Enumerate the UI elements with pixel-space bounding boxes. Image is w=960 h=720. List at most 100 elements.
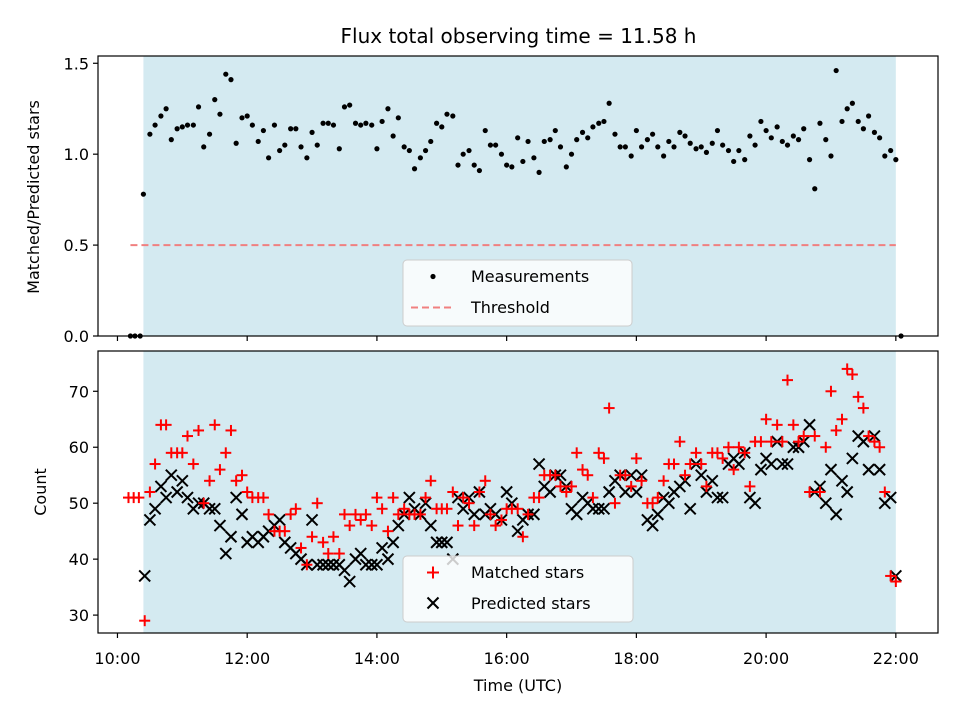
matched-stars-point bbox=[619, 469, 631, 481]
predicted-stars-legend-label: Predicted stars bbox=[471, 594, 591, 613]
predicted-stars-point bbox=[235, 508, 249, 521]
measurement-point bbox=[288, 126, 294, 132]
predicted-stars-point bbox=[765, 457, 778, 471]
predicted-stars-point bbox=[813, 480, 827, 493]
matched-stars-point bbox=[765, 436, 777, 448]
predicted-stars-point bbox=[651, 508, 664, 521]
predicted-stars-point bbox=[819, 496, 832, 510]
measurement-point bbox=[644, 137, 651, 143]
predicted-stars-point bbox=[635, 469, 648, 482]
y-tick-label: 70 bbox=[69, 382, 89, 401]
ratio-legend-box bbox=[402, 259, 633, 327]
predicted-stars-point bbox=[338, 564, 351, 577]
matched-stars-point bbox=[420, 492, 432, 504]
measurement-point bbox=[563, 164, 569, 170]
matched-stars-point bbox=[517, 531, 529, 543]
y-tick-label: 0.5 bbox=[64, 236, 89, 255]
matched-stars-point bbox=[193, 424, 205, 436]
predicted-stars-point bbox=[748, 496, 762, 510]
matched-stars-point bbox=[160, 419, 172, 431]
predicted-stars-point bbox=[462, 491, 476, 504]
measurement-point bbox=[217, 111, 223, 117]
predicted-stars-point bbox=[305, 513, 319, 527]
measurement-point bbox=[882, 153, 888, 159]
matched-stars-point bbox=[214, 464, 226, 476]
predicted-stars-point bbox=[365, 558, 378, 571]
matched-stars-point bbox=[771, 419, 783, 431]
measurement-point bbox=[298, 144, 304, 150]
matched-stars-point bbox=[414, 508, 426, 520]
matched-stars-point bbox=[295, 542, 307, 554]
matched-stars-point bbox=[236, 469, 248, 481]
measurement-point bbox=[314, 142, 320, 148]
measurement-point bbox=[444, 111, 450, 117]
measurement-point bbox=[752, 142, 758, 148]
measurement-point bbox=[612, 131, 618, 137]
matched-stars-point bbox=[668, 458, 680, 470]
measurement-point bbox=[557, 144, 564, 150]
matched-stars-point bbox=[717, 452, 729, 464]
measurement-point bbox=[271, 122, 278, 128]
measurement-point bbox=[606, 100, 612, 106]
measurements-legend-label: Measurements bbox=[471, 267, 589, 286]
measurement-point bbox=[742, 157, 748, 163]
predicted-stars-point bbox=[684, 502, 697, 515]
measurement-point bbox=[763, 127, 769, 134]
matched-stars-point bbox=[533, 492, 545, 504]
measurement-point bbox=[812, 186, 818, 192]
matched-stars-point bbox=[149, 458, 161, 470]
matched-stars-point bbox=[220, 447, 232, 459]
matched-stars-point bbox=[425, 475, 437, 487]
measurement-point bbox=[633, 127, 639, 134]
measurement-point bbox=[568, 151, 575, 157]
matched-stars-point bbox=[760, 413, 772, 425]
predicted-stars-point bbox=[229, 491, 243, 504]
predicted-stars-point bbox=[543, 485, 557, 499]
predicted-stars-point bbox=[835, 474, 849, 488]
measurement-point bbox=[779, 138, 785, 145]
count-legend: Matched stars Predicted stars bbox=[402, 555, 634, 623]
measurement-point bbox=[450, 113, 456, 119]
matched-stars-point bbox=[495, 514, 507, 526]
predicted-stars-point bbox=[586, 502, 600, 515]
measurement-point bbox=[422, 147, 429, 154]
measurement-point bbox=[325, 120, 331, 126]
measurement-point bbox=[698, 144, 704, 150]
x-tick-label: 16:00 bbox=[484, 649, 530, 668]
predicted-stars-point bbox=[343, 575, 356, 588]
predicted-stars-point bbox=[219, 547, 232, 560]
predicted-stars-point bbox=[716, 491, 729, 504]
measurement-point bbox=[249, 122, 255, 128]
measurement-point bbox=[395, 115, 401, 121]
matched-stars-point bbox=[868, 436, 880, 448]
measurement-point bbox=[152, 122, 158, 128]
matched-stars-point bbox=[133, 492, 145, 504]
matched-stars-point bbox=[695, 458, 707, 470]
measurement-point bbox=[661, 153, 667, 159]
predicted-stars-point bbox=[857, 435, 870, 448]
measurement-point bbox=[671, 144, 677, 150]
measurement-point bbox=[784, 142, 791, 148]
predicted-stars-point bbox=[678, 474, 692, 488]
measurement-point bbox=[860, 126, 867, 132]
matched-stars-point bbox=[739, 447, 751, 459]
matched-stars-point bbox=[311, 497, 323, 509]
matched-stars-point bbox=[577, 464, 589, 476]
predicted-stars-point bbox=[711, 491, 724, 504]
threshold-legend-label: Threshold bbox=[470, 298, 550, 317]
x-tick-label: 10:00 bbox=[94, 649, 140, 668]
x-tick-label: 14:00 bbox=[354, 649, 400, 668]
measurement-point bbox=[168, 137, 174, 143]
measurement-point bbox=[179, 124, 185, 130]
predicted-stars-point bbox=[873, 463, 886, 476]
predicted-stars-point bbox=[327, 558, 340, 571]
measurement-point bbox=[709, 140, 715, 146]
measurements-legend-marker bbox=[430, 273, 436, 280]
matched-stars-point bbox=[398, 503, 410, 515]
measurement-point bbox=[282, 142, 288, 148]
matched-stars-point bbox=[382, 525, 394, 537]
matched-stars-point bbox=[603, 402, 615, 414]
matched-stars-point bbox=[841, 363, 853, 375]
matched-stars-point bbox=[322, 548, 334, 560]
